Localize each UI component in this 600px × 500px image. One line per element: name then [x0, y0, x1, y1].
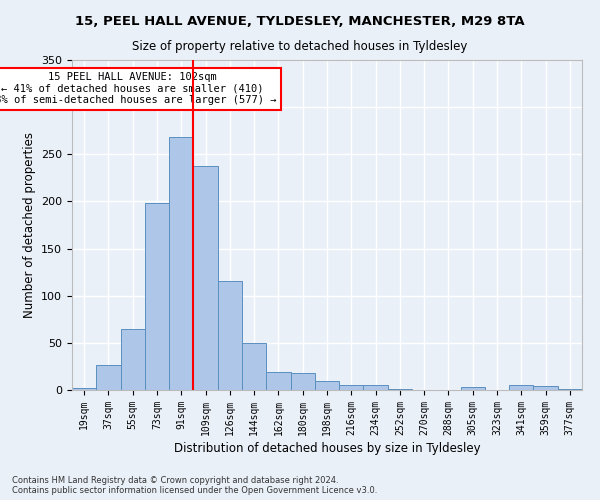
Text: Size of property relative to detached houses in Tyldesley: Size of property relative to detached ho… — [133, 40, 467, 53]
Bar — [193, 166, 218, 390]
Bar — [290, 373, 315, 390]
Bar — [364, 386, 388, 390]
Bar — [558, 389, 582, 390]
Text: Contains HM Land Registry data © Crown copyright and database right 2024.
Contai: Contains HM Land Registry data © Crown c… — [12, 476, 377, 495]
Bar — [266, 372, 290, 390]
Text: 15 PEEL HALL AVENUE: 102sqm
← 41% of detached houses are smaller (410)
58% of se: 15 PEEL HALL AVENUE: 102sqm ← 41% of det… — [0, 72, 277, 106]
Bar — [388, 389, 412, 390]
Bar — [339, 386, 364, 390]
Y-axis label: Number of detached properties: Number of detached properties — [23, 132, 35, 318]
X-axis label: Distribution of detached houses by size in Tyldesley: Distribution of detached houses by size … — [173, 442, 481, 455]
Bar — [96, 364, 121, 390]
Bar — [218, 280, 242, 390]
Bar — [533, 386, 558, 390]
Text: 15, PEEL HALL AVENUE, TYLDESLEY, MANCHESTER, M29 8TA: 15, PEEL HALL AVENUE, TYLDESLEY, MANCHES… — [75, 15, 525, 28]
Bar — [315, 380, 339, 390]
Bar — [461, 387, 485, 390]
Bar — [169, 138, 193, 390]
Bar — [72, 388, 96, 390]
Bar — [121, 328, 145, 390]
Bar — [242, 343, 266, 390]
Bar — [145, 204, 169, 390]
Bar — [509, 386, 533, 390]
